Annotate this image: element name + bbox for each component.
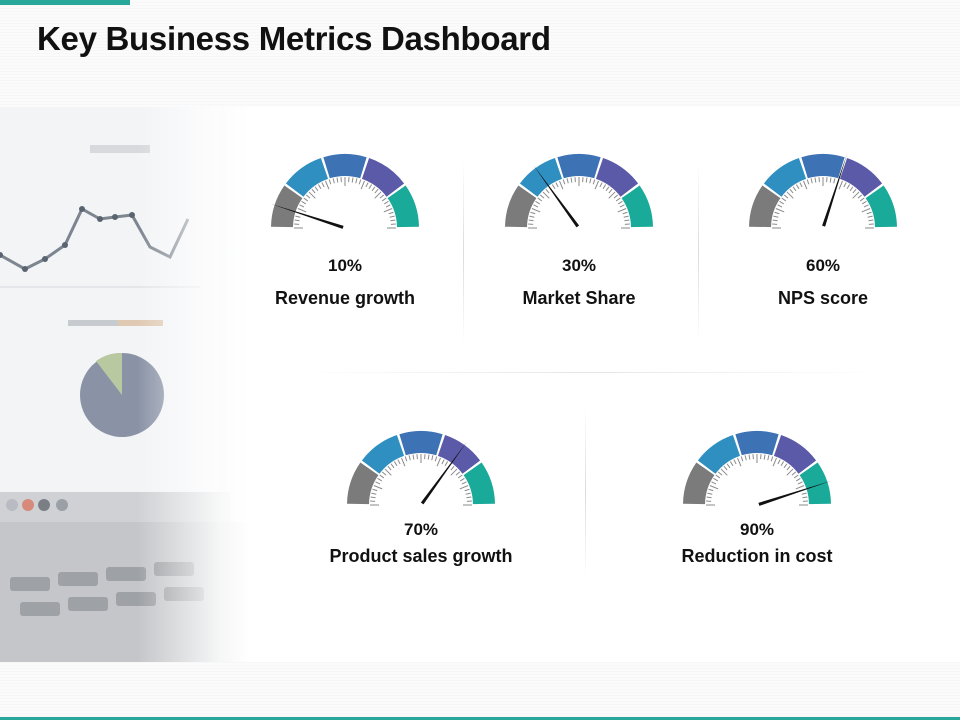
gauge-value: 60% <box>805 256 841 275</box>
gauge-value: 70% <box>403 520 439 539</box>
gauge-segment <box>387 185 419 228</box>
gauge-segment <box>505 185 537 228</box>
gauge-market-share: 30% Market Share <box>469 148 689 309</box>
gauge-segment <box>799 462 831 505</box>
gauge-ticks <box>294 177 396 229</box>
gauge-value: 30% <box>561 256 597 275</box>
gauge-ticks <box>528 177 630 229</box>
top-accent-bar <box>0 0 130 5</box>
gauge-segment <box>361 435 405 474</box>
gauge-segment <box>557 154 601 179</box>
gauge-segment <box>801 154 845 179</box>
gauge-segment <box>595 158 639 197</box>
gauge-needle <box>420 441 467 505</box>
gauge-needle <box>822 153 848 227</box>
gauge-dial <box>270 154 419 229</box>
gauge-needle <box>270 203 344 229</box>
gauge-segment <box>463 462 495 505</box>
gauge-reduction-in-cost: 90% Reduction in cost <box>647 425 867 567</box>
gauge-label: Revenue growth <box>274 288 416 308</box>
gauge-segment <box>683 462 715 505</box>
gauge-segment <box>749 185 781 228</box>
divider-horizontal <box>300 372 880 373</box>
gauge-segment <box>347 462 379 505</box>
gauge-segment <box>285 158 329 197</box>
gauge-segment <box>519 158 563 197</box>
gauge-label: Reduction in cost <box>681 546 833 566</box>
gauge-value: 10% <box>327 256 363 275</box>
gauge-segment <box>399 431 443 456</box>
divider-3 <box>585 405 586 580</box>
gauge-segment <box>437 435 481 474</box>
gauge-label: NPS score <box>777 288 869 308</box>
gauge-segment <box>361 158 405 197</box>
laptop-photo <box>0 107 250 662</box>
gauge-dial <box>683 431 832 506</box>
gauge-segment <box>773 435 817 474</box>
gauge-nps-score: 60% NPS score <box>713 148 933 309</box>
gauge-segment <box>697 435 741 474</box>
gauge-label: Market Share <box>522 288 636 308</box>
gauge-ticks <box>772 177 874 229</box>
gauge-needle <box>533 164 580 228</box>
gauge-needle <box>758 480 832 506</box>
gauge-segment <box>763 158 807 197</box>
bottom-accent-line <box>0 717 960 720</box>
gauge-value: 90% <box>739 520 775 539</box>
gauge-label: Product sales growth <box>329 546 513 566</box>
gauge-product-sales-growth: 70% Product sales growth <box>311 425 531 567</box>
gauge-dial <box>505 154 653 229</box>
gauge-segment <box>323 154 367 179</box>
gauge-segment <box>735 431 779 456</box>
gauge-segment <box>839 158 883 197</box>
gauge-segment <box>621 185 653 228</box>
page-title: Key Business Metrics Dashboard <box>37 20 551 57</box>
gauge-revenue-growth: 10% Revenue growth <box>235 148 455 309</box>
gauge-segment <box>271 185 303 228</box>
gauge-dial <box>347 431 495 506</box>
divider-1 <box>463 160 464 345</box>
gauge-segment <box>865 185 897 228</box>
gauge-dial <box>749 153 897 229</box>
divider-2 <box>698 160 699 345</box>
